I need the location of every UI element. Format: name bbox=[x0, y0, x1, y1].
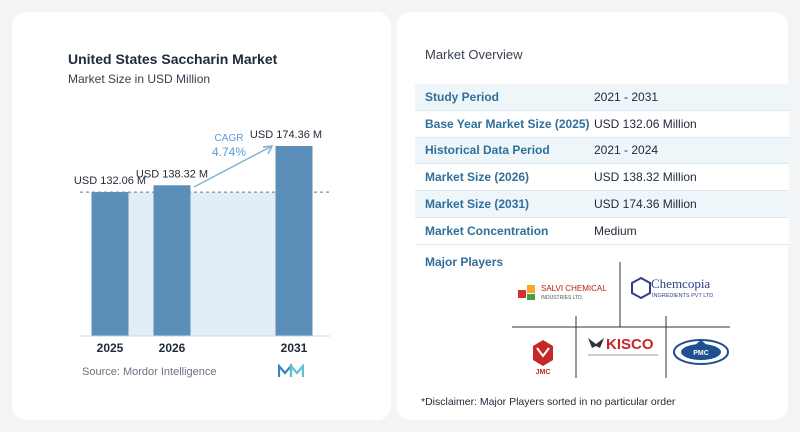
cagr-arrow-head bbox=[262, 145, 274, 155]
pmc-logo: PMC bbox=[673, 339, 729, 365]
cagr-label: CAGR bbox=[215, 133, 244, 144]
row-value: Medium bbox=[594, 223, 637, 238]
bar-chart: USD 132.06 M 2025 USD 138.32 M 2026 USD 174.… bbox=[74, 129, 330, 355]
overview-row: Market Concentration Medium bbox=[415, 217, 789, 245]
major-players-label: Major Players bbox=[425, 255, 504, 269]
bar-2026 bbox=[153, 185, 191, 336]
kisco-logo-name: KISCO bbox=[606, 336, 654, 353]
cagr-arrow bbox=[193, 145, 274, 188]
overview-row: Market Size (2026) USD 138.32 Million bbox=[415, 164, 789, 192]
row-value: USD 138.32 Million bbox=[594, 170, 697, 185]
row-value: 2021 - 2024 bbox=[594, 143, 659, 158]
row-label: Market Size (2031) bbox=[425, 197, 530, 212]
chemcopia-logo-sub: INGREDIENTS PVT LTD bbox=[652, 293, 713, 299]
row-label: Study Period bbox=[425, 89, 500, 104]
overview-row: Historical Data Period 2021 - 2024 bbox=[415, 137, 789, 165]
bar-2025 bbox=[91, 192, 129, 336]
overview-title: Market Overview bbox=[425, 47, 523, 62]
value-label-2026: USD 138.32 M bbox=[136, 168, 208, 180]
value-label-2025: USD 132.06 M bbox=[74, 175, 146, 187]
value-label-2031: USD 174.36 M bbox=[250, 129, 322, 141]
x-tick-2031: 2031 bbox=[281, 341, 308, 355]
mordor-logo-icon bbox=[278, 364, 304, 377]
jmc-logo: JMC bbox=[533, 340, 553, 376]
salvi-logo-name: SALVI CHEMICAL bbox=[541, 284, 607, 293]
row-value: USD 132.06 Million bbox=[594, 116, 697, 131]
row-value: 2021 - 2031 bbox=[594, 89, 659, 104]
row-label: Historical Data Period bbox=[425, 143, 550, 158]
x-tick-2025: 2025 bbox=[97, 341, 124, 355]
overview-table: Study Period 2021 - 2031 Base Year Market… bbox=[415, 84, 789, 245]
overview-row: Market Size (2031) USD 174.36 Million bbox=[415, 191, 789, 218]
bar-2031 bbox=[275, 146, 313, 336]
x-tick-2026: 2026 bbox=[159, 341, 186, 355]
source-text: Source: Mordor Intelligence bbox=[82, 366, 217, 378]
chemcopia-logo-name: Chemcopia bbox=[651, 276, 710, 291]
row-label: Market Concentration bbox=[425, 223, 549, 238]
chemcopia-logo: Chemcopia INGREDIENTS PVT LTD bbox=[631, 276, 713, 300]
cagr-arrow-line bbox=[193, 145, 273, 188]
row-value: USD 174.36 Million bbox=[594, 197, 697, 212]
overview-row: Study Period 2021 - 2031 bbox=[415, 84, 789, 111]
kisco-logo: KISCO bbox=[588, 336, 658, 356]
row-label: Market Size (2026) bbox=[425, 170, 530, 185]
chart-subtitle: Market Size in USD Million bbox=[68, 72, 211, 86]
salvi-chemical-logo: SALVI CHEMICAL INDUSTRIES LTD. bbox=[518, 284, 607, 301]
cagr-value: 4.74% bbox=[212, 145, 246, 159]
row-label: Base Year Market Size (2025) bbox=[425, 116, 590, 131]
overview-row: Base Year Market Size (2025) USD 132.06 M… bbox=[415, 110, 789, 138]
pmc-logo-name: PMC bbox=[693, 350, 709, 357]
jmc-logo-name: JMC bbox=[536, 369, 551, 376]
chart-title: United States Saccharin Market bbox=[68, 51, 278, 67]
salvi-logo-sub: INDUSTRIES LTD. bbox=[541, 295, 583, 301]
disclaimer-text: *Disclaimer: Major Players sorted in no … bbox=[421, 396, 676, 408]
